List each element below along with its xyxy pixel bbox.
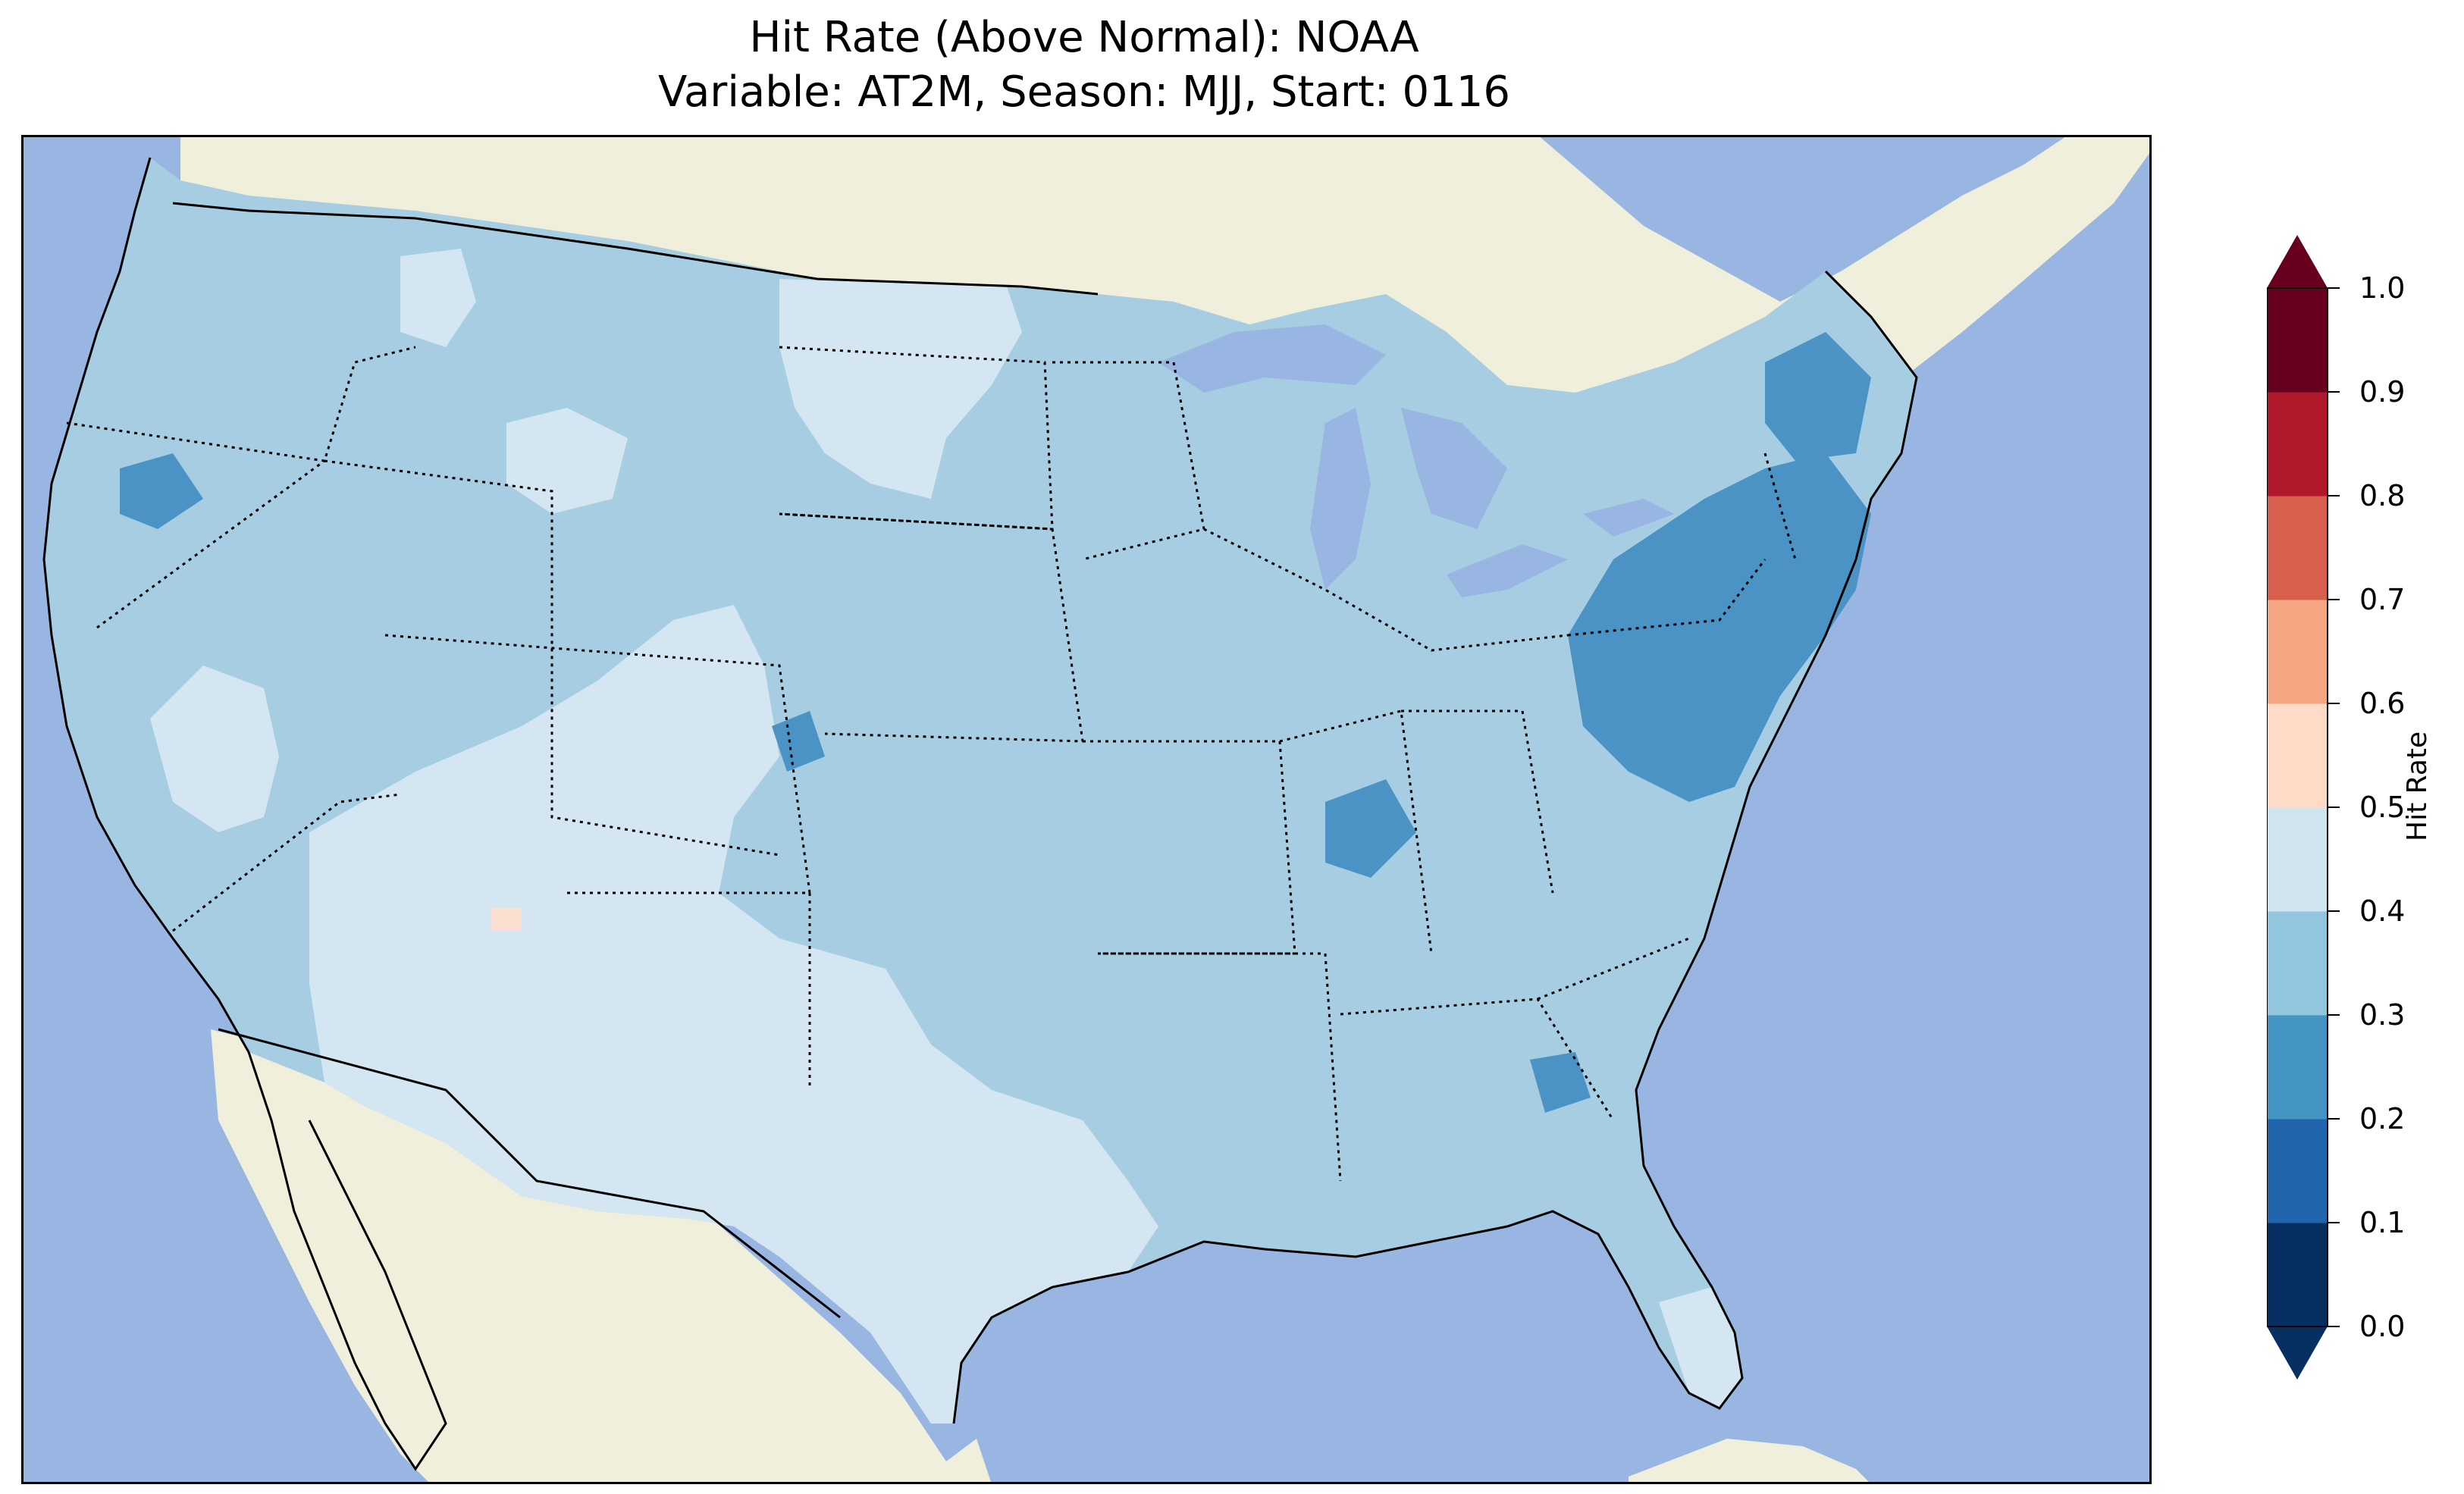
florida-patch <box>1659 1287 1742 1408</box>
colorbar-tick-label: 0.5 <box>2359 791 2406 824</box>
colorbar-segment <box>2267 1015 2328 1120</box>
montana-patch <box>506 408 628 514</box>
lake-huron <box>1401 408 1507 529</box>
mexico-south-land <box>916 1439 992 1484</box>
oregon-patch <box>120 453 203 529</box>
map-frame <box>21 135 2152 1484</box>
colorbar-tick-label: 1.0 <box>2359 271 2406 305</box>
colorbar-tick-label: 0.9 <box>2359 375 2406 409</box>
state-lines <box>66 346 1797 1182</box>
colorbar-extend-top <box>2267 235 2328 288</box>
cuba-land <box>1629 1439 1871 1484</box>
colorado-patch <box>772 711 825 772</box>
dakotas-patch <box>779 279 1022 499</box>
colorbar-tick-label: 0.6 <box>2359 687 2406 720</box>
arizona-cell <box>491 908 522 931</box>
conus-coastline <box>42 157 1918 1424</box>
colorbar-tick-label: 0.0 <box>2359 1310 2406 1343</box>
ohio-valley-patch <box>1325 779 1416 878</box>
northeast-patch <box>1568 453 1871 802</box>
great-basin-patch <box>150 666 279 832</box>
colorbar-segment <box>2267 807 2328 912</box>
colorbar-segment <box>2267 1119 2328 1223</box>
colorbar-tick-label: 0.2 <box>2359 1102 2406 1135</box>
chart-title-line-2: Variable: AT2M, Season: MJJ, Start: 0116 <box>658 67 1510 117</box>
mexico-land <box>211 1029 961 1484</box>
map-panel <box>21 135 2152 1484</box>
border-lines <box>172 202 1099 1319</box>
colorbar-segment <box>2267 703 2328 808</box>
colorbar-segment <box>2267 1223 2328 1327</box>
colorbar-segment <box>2267 496 2328 600</box>
new-england-patch <box>1765 332 1871 461</box>
baja-coastline <box>247 1051 447 1471</box>
colorbar-tick-label: 0.4 <box>2359 894 2406 928</box>
colorbar-segment <box>2267 392 2328 496</box>
chart-title-line-1: Hit Rate (Above Normal): NOAA <box>749 13 1419 62</box>
colorbar-tick-label: 0.7 <box>2359 583 2406 616</box>
colorbar-frame <box>2267 287 2328 1327</box>
colorbar-extend-bottom <box>2267 1326 2328 1380</box>
southwest-patch <box>309 605 1158 1424</box>
colorbar-segment <box>2267 288 2328 393</box>
lake-erie <box>1447 544 1568 597</box>
colorbar-tick-label: 0.3 <box>2359 998 2406 1032</box>
colorbar-label: Hit Rate <box>2402 731 2433 841</box>
colorbar-tick-label: 0.1 <box>2359 1206 2406 1239</box>
colorbar-segment <box>2267 600 2328 704</box>
lake-ontario <box>1583 499 1674 537</box>
georgia-patch <box>1530 1052 1591 1113</box>
lake-superior <box>1158 324 1386 393</box>
colorbar-tick-label: 0.8 <box>2359 479 2406 512</box>
idaho-patch <box>400 249 476 347</box>
colorbar <box>2267 235 2340 1380</box>
lake-michigan <box>1310 408 1371 590</box>
colorbar-segment <box>2267 911 2328 1016</box>
